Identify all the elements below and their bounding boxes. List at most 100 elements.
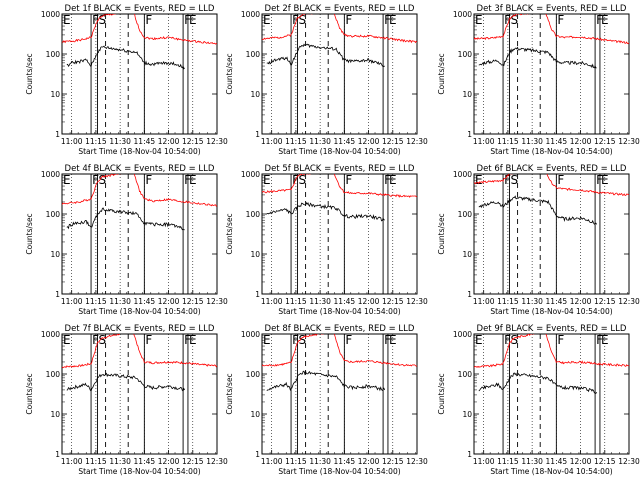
x-tick-label: 11:15 [85, 137, 107, 146]
marker-label: F [292, 333, 299, 347]
x-axis-label: Start Time (18-Nov-04 10:54:00) [78, 147, 200, 156]
y-tick-label: 1000 [241, 170, 260, 179]
x-tick-label: 11:30 [521, 297, 543, 306]
y-tick-label: 1 [55, 130, 60, 139]
x-tick-label: 11:15 [85, 457, 107, 466]
x-axis-label: Start Time (18-Nov-04 10:54:00) [490, 147, 612, 156]
x-tick-label: 11:00 [61, 297, 83, 306]
y-axis-label: Counts/sec [437, 213, 446, 254]
x-tick-label: 12:30 [618, 457, 640, 466]
marker-label: F [145, 13, 152, 27]
x-tick-label: 12:30 [406, 297, 428, 306]
x-tick-label: 11:15 [497, 457, 519, 466]
marker-label: F [504, 173, 511, 187]
marker-label: E [189, 173, 197, 187]
x-tick-label: 11:30 [109, 457, 131, 466]
marker-label: S [299, 13, 307, 27]
x-tick-label: 12:30 [206, 297, 228, 306]
y-tick-label: 1 [255, 450, 260, 459]
x-tick-label: 11:15 [285, 297, 307, 306]
x-axis-label: Start Time (18-Nov-04 10:54:00) [490, 467, 612, 476]
y-tick-label: 100 [46, 50, 61, 59]
y-tick-label: 1000 [41, 330, 60, 339]
x-tick-label: 11:30 [309, 457, 331, 466]
marker-label: E [263, 333, 271, 347]
marker-label: E [189, 333, 197, 347]
marker-label: S [99, 333, 107, 347]
x-tick-label: 12:15 [594, 457, 616, 466]
marker-label: F [92, 333, 99, 347]
y-axis-label: Counts/sec [225, 373, 234, 414]
marker-label: F [145, 333, 152, 347]
y-axis-label: Counts/sec [225, 53, 234, 94]
x-tick-label: 11:30 [521, 137, 543, 146]
series-lld-line [62, 14, 217, 45]
panel-title: Det 3f BLACK = Events, RED = LLD [477, 4, 627, 14]
y-tick-label: 1000 [453, 330, 472, 339]
y-tick-label: 100 [246, 370, 261, 379]
series-events-line [66, 372, 186, 392]
series-events-line [478, 372, 598, 394]
y-tick-label: 10 [250, 250, 260, 259]
marker-label: F [92, 13, 99, 27]
marker-label: F [504, 333, 511, 347]
panel-title: Det 4f BLACK = Events, RED = LLD [65, 164, 215, 174]
marker-label: S [99, 173, 107, 187]
panel-title: Det 8f BLACK = Events, RED = LLD [265, 324, 415, 334]
plot-frame [473, 13, 630, 135]
x-tick-label: 11:30 [109, 137, 131, 146]
x-tick-label: 11:30 [109, 297, 131, 306]
x-tick-label: 12:30 [618, 137, 640, 146]
marker-label: F [92, 173, 99, 187]
x-tick-label: 11:45 [334, 137, 356, 146]
y-tick-label: 100 [46, 210, 61, 219]
y-tick-label: 100 [458, 50, 473, 59]
y-axis-label: Counts/sec [437, 53, 446, 94]
plot-frame [261, 173, 418, 295]
x-axis-label: Start Time (18-Nov-04 10:54:00) [278, 147, 400, 156]
marker-label: E [601, 13, 609, 27]
series-lld-line [474, 174, 629, 196]
panel-title: Det 2f BLACK = Events, RED = LLD [265, 4, 415, 14]
marker-label: F [504, 13, 511, 27]
series-lld-line [474, 14, 629, 45]
marker-label: E [63, 173, 71, 187]
x-tick-label: 11:45 [134, 137, 156, 146]
series-lld-line [262, 334, 417, 367]
y-axis-label: Counts/sec [25, 53, 34, 94]
panel-title: Det 7f BLACK = Events, RED = LLD [65, 324, 215, 334]
x-tick-label: 12:00 [158, 137, 180, 146]
panel-det-4: Det 4f BLACK = Events, RED = LLD 11:00 11:… [25, 164, 228, 316]
marker-label: F [345, 13, 352, 27]
marker-label: E [601, 333, 609, 347]
x-tick-label: 11:15 [497, 297, 519, 306]
series-events-line [66, 207, 185, 231]
marker-label: S [511, 173, 519, 187]
y-tick-label: 1000 [41, 170, 60, 179]
x-tick-label: 12:30 [206, 457, 228, 466]
series-lld-line [262, 174, 417, 198]
panel-title: Det 9f BLACK = Events, RED = LLD [477, 324, 627, 334]
series-events-line [478, 195, 598, 225]
y-tick-label: 100 [46, 370, 61, 379]
x-tick-label: 11:45 [134, 297, 156, 306]
x-tick-label: 11:00 [261, 297, 283, 306]
x-tick-label: 12:15 [594, 137, 616, 146]
y-tick-label: 1000 [41, 10, 60, 19]
marker-label: E [389, 13, 397, 27]
x-axis-label: Start Time (18-Nov-04 10:54:00) [278, 467, 400, 476]
y-tick-label: 10 [250, 410, 260, 419]
x-tick-label: 11:45 [546, 137, 568, 146]
x-tick-label: 12:00 [158, 457, 180, 466]
y-tick-label: 10 [462, 90, 472, 99]
y-tick-label: 10 [50, 410, 60, 419]
marker-label: F [145, 173, 152, 187]
marker-label: E [475, 13, 483, 27]
y-tick-label: 1 [255, 290, 260, 299]
y-tick-label: 10 [50, 250, 60, 259]
marker-label: S [299, 333, 307, 347]
x-tick-label: 12:15 [182, 137, 204, 146]
y-tick-label: 1000 [241, 10, 260, 19]
